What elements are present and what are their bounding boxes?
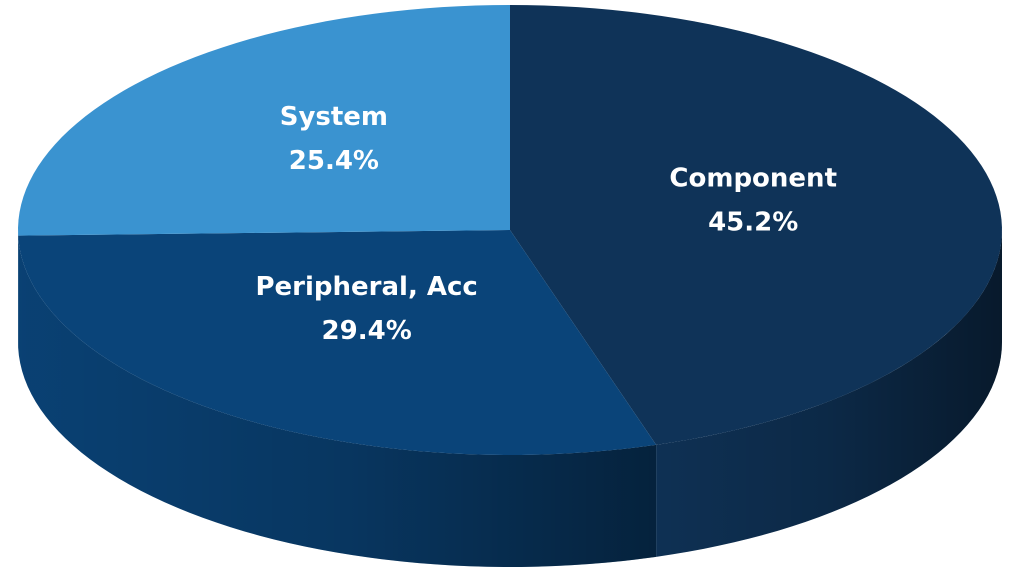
pie-slice — [18, 230, 657, 455]
slice-value-label: 25.4% — [289, 146, 379, 176]
pie-side-shade — [656, 230, 1002, 557]
slice-label: Component — [669, 164, 837, 194]
slice-label: Peripheral, Acc — [255, 272, 477, 302]
slice-value-label: 45.2% — [708, 208, 798, 238]
pie-side-shade — [18, 235, 657, 567]
slice-label: System — [280, 102, 388, 132]
pie-slice — [510, 5, 1002, 445]
slice-value-label: 29.4% — [322, 316, 412, 346]
pie-slice — [18, 5, 510, 236]
